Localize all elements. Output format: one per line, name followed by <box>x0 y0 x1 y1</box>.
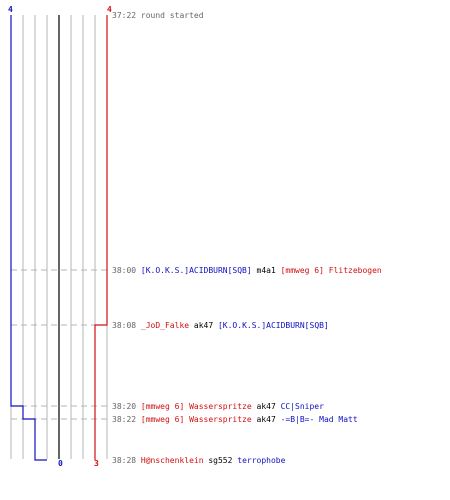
event-row: 38:20 [mmweg 6] Wasserspritze ak47 CC|Sn… <box>112 402 324 411</box>
event-player: [mmweg 6] Flitzebogen <box>281 266 382 275</box>
event-timestamp: 38:20 <box>112 402 141 411</box>
event-timestamp: 38:28 <box>112 456 141 465</box>
team-a-count-line <box>10 15 47 461</box>
event-timestamp: 37:22 <box>112 11 141 20</box>
count-tick-labels: 4 0 3 4 <box>8 5 112 468</box>
team-b-count-line <box>94 15 108 460</box>
event-weapon: ak47 <box>189 321 218 330</box>
event-weapon: sg552 <box>204 456 238 465</box>
event-player: [K.O.K.S.]ACIDBURN[SQB] <box>141 266 252 275</box>
count-tick-label: 3 <box>94 459 99 468</box>
event-guide-lines <box>11 269 108 420</box>
event-player: _JoD_Falke <box>141 321 189 330</box>
count-tick-label: 4 <box>8 5 13 14</box>
event-player: H@nschenklein <box>141 456 204 465</box>
event-row: 38:22 [mmweg 6] Wasserspritze ak47 -=B|B… <box>112 415 358 424</box>
event-row: 38:00 [K.O.K.S.]ACIDBURN[SQB] m4a1 [mmwe… <box>112 266 382 275</box>
event-weapon: ak47 <box>252 402 281 411</box>
event-row: 38:28 H@nschenklein sg552 terrophobe <box>112 456 286 465</box>
count-tick-label: 4 <box>107 5 112 14</box>
event-timestamp: 38:22 <box>112 415 141 424</box>
event-player: terrophobe <box>237 456 285 465</box>
event-row: 37:22 round started <box>112 11 204 20</box>
event-player: CC|Sniper <box>281 402 325 411</box>
event-log: 37:22 round started 38:00 [K.O.K.S.]ACIDB… <box>112 11 382 465</box>
event-player: -=B|B=- Mad Matt <box>281 415 358 424</box>
event-timestamp: 38:08 <box>112 321 141 330</box>
event-player: [mmweg 6] Wasserspritze <box>141 415 252 424</box>
event-timestamp: 38:00 <box>112 266 141 275</box>
event-player: [K.O.K.S.]ACIDBURN[SQB] <box>218 321 329 330</box>
event-weapon: m4a1 <box>252 266 281 275</box>
event-weapon: ak47 <box>252 415 281 424</box>
event-player: [mmweg 6] Wasserspritze <box>141 402 252 411</box>
event-player: round started <box>141 11 204 20</box>
grid-lines <box>10 15 108 459</box>
player-count-lines <box>10 15 108 461</box>
event-row: 38:08 _JoD_Falke ak47 [K.O.K.S.]ACIDBURN… <box>112 321 329 330</box>
count-tick-label: 0 <box>58 459 63 468</box>
